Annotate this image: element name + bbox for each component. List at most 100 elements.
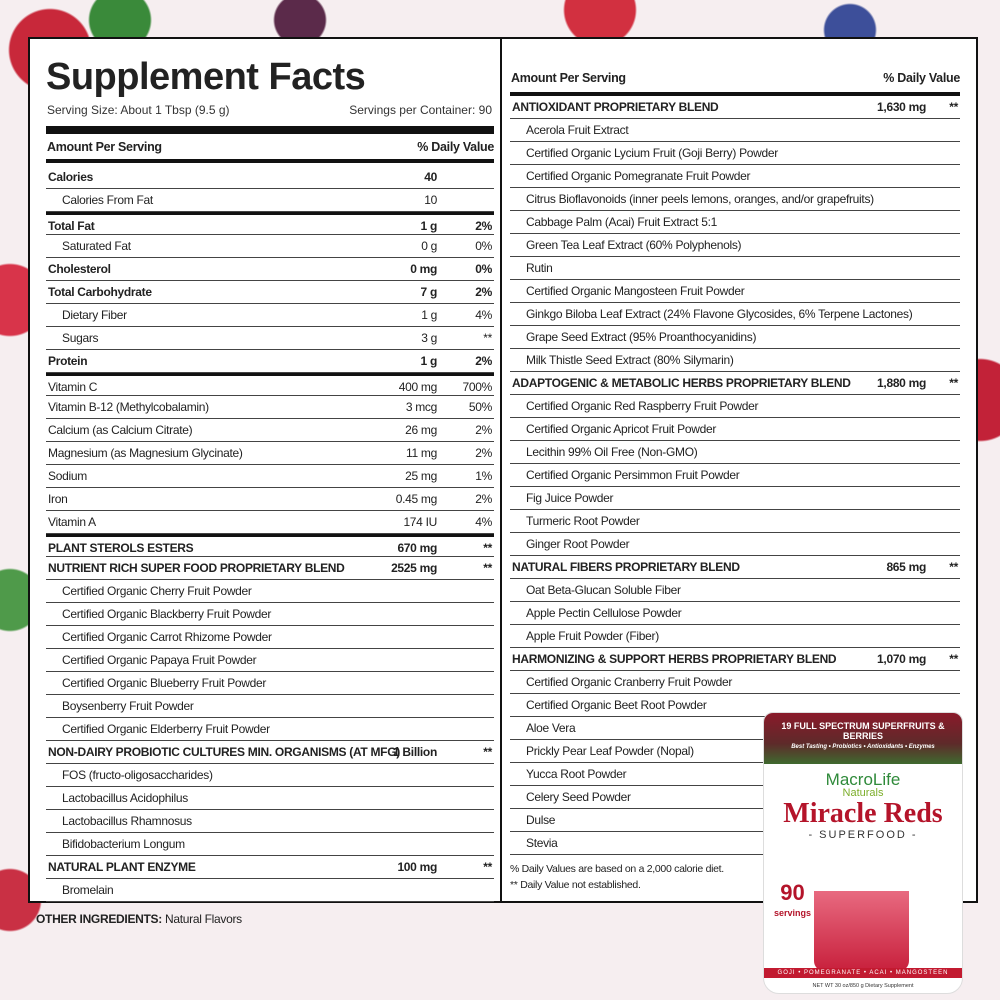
nutrient-name: Cholesterol	[48, 262, 111, 276]
table-row: Turmeric Root Powder	[510, 510, 960, 533]
table-row: Certified Organic Persimmon Fruit Powder	[510, 464, 960, 487]
servings-label: servings	[774, 908, 812, 918]
table-row: Yucca Root Powder	[510, 763, 960, 786]
nutrient-name: Saturated Fat	[62, 239, 131, 253]
table-row: Certified Organic Mangosteen Fruit Powde…	[510, 280, 960, 303]
nutrient-name: Oat Beta-Glucan Soluble Fiber	[526, 583, 681, 597]
nutrient-amount: 7 g	[420, 285, 438, 299]
nutrient-name: NATURAL PLANT ENZYME	[48, 860, 196, 874]
table-row: Certified Organic Apricot Fruit Powder	[510, 418, 960, 441]
nutrient-name: Citrus Bioflavonoids (inner peels lemons…	[526, 192, 874, 206]
nutrient-name: Certified Organic Papaya Fruit Powder	[62, 653, 257, 667]
nutrient-name: Certified Organic Blackberry Fruit Powde…	[62, 607, 272, 621]
table-row: Bromelain	[46, 879, 494, 902]
nutrient-name: Bromelain	[62, 883, 114, 897]
table-row: Prickly Pear Leaf Powder (Nopal)	[510, 740, 960, 763]
rule	[46, 159, 494, 163]
table-row: Certified Organic Pomegranate Fruit Powd…	[510, 165, 960, 188]
nutrient-name: Calcium (as Calcium Citrate)	[48, 423, 193, 437]
nutrient-amount: 400 mg	[398, 380, 438, 394]
nutrient-name: Total Fat	[48, 219, 95, 233]
footnote-not-established: ** Daily Value not established.	[510, 879, 641, 891]
nutrient-amount: 865 mg	[886, 560, 926, 574]
nutrient-name: Lactobacillus Acidophilus	[62, 791, 188, 805]
nutrient-name: Aloe Vera	[526, 721, 576, 735]
nutrient-name: Apple Pectin Cellulose Powder	[526, 606, 682, 620]
table-row: ADAPTOGENIC & METABOLIC HERBS PROPRIETAR…	[510, 372, 960, 395]
table-row: FOS (fructo-oligosaccharides)	[46, 764, 494, 787]
table-row: Ginger Root Powder	[510, 533, 960, 556]
thick-rule	[46, 126, 494, 134]
nutrient-name: PLANT STEROLS ESTERS	[48, 541, 194, 555]
nutrient-name: Acerola Fruit Extract	[526, 123, 629, 137]
table-row: Fig Juice Powder	[510, 487, 960, 510]
table-row: Protein 1 g 2%	[46, 350, 494, 373]
column-divider	[500, 37, 502, 903]
nutrient-name: NON-DAIRY PROBIOTIC CULTURES MIN. ORGANI…	[48, 745, 400, 759]
nutrient-amount: 2525 mg	[391, 561, 437, 575]
table-row: Vitamin A 174 IU 4%	[46, 511, 494, 534]
daily-value: 4%	[475, 308, 492, 322]
nutrient-amount: 0 g	[421, 239, 437, 253]
nutrient-name: Total Carbohydrate	[48, 285, 152, 299]
nutrient-amount: 174 IU	[403, 515, 437, 529]
nutrient-name: Stevia	[526, 836, 558, 850]
nutrient-name: Certified Organic Apricot Fruit Powder	[526, 422, 717, 436]
nutrient-name: Yucca Root Powder	[526, 767, 627, 781]
nutrient-name: FOS (fructo-oligosaccharides)	[62, 768, 213, 782]
right-nutrient-table: ANTIOXIDANT PROPRIETARY BLEND 1,630 mg ** A…	[510, 96, 960, 855]
brand-logo: MacroLife	[825, 770, 901, 789]
table-row: Lecithin 99% Oil Free (Non-GMO)	[510, 441, 960, 464]
nutrient-name: Certified Organic Red Raspberry Fruit Po…	[526, 399, 759, 413]
table-row: Certified Organic Papaya Fruit Powder	[46, 649, 494, 672]
table-row: Grape Seed Extract (95% Proanthocyanidin…	[510, 326, 960, 349]
product-name: Miracle Reds	[783, 798, 943, 829]
nutrient-name: Cabbage Palm (Acai) Fruit Extract 5:1	[526, 215, 717, 229]
daily-value: 2%	[475, 219, 492, 233]
daily-value: 2%	[475, 423, 492, 437]
nutrient-name: HARMONIZING & SUPPORT HERBS PROPRIETARY …	[512, 652, 837, 666]
nutrient-amount: 0.45 mg	[395, 492, 438, 506]
jar-tagline: Best Tasting • Probiotics • Antioxidants…	[791, 744, 935, 750]
table-row: Cabbage Palm (Acai) Fruit Extract 5:1	[510, 211, 960, 234]
table-row: Certified Organic Lycium Fruit (Goji Ber…	[510, 142, 960, 165]
table-row: Saturated Fat 0 g 0%	[46, 235, 494, 258]
fruit-band: GOJI • POMEGRANATE • ACAI • MANGOSTEEN	[764, 968, 962, 978]
nutrient-amount: 10	[424, 193, 437, 207]
nutrient-name: Iron	[48, 492, 68, 506]
daily-value: 2%	[475, 285, 492, 299]
table-row: NON-DAIRY PROBIOTIC CULTURES MIN. ORGANI…	[46, 741, 494, 764]
daily-value: 50%	[468, 400, 492, 414]
table-row: Certified Organic Elderberry Fruit Powde…	[46, 718, 494, 741]
footnote-daily-values: % Daily Values are based on a 2,000 calo…	[510, 863, 724, 875]
nutrient-amount: 1,630 mg	[877, 100, 926, 114]
nutrient-name: Boysenberry Fruit Powder	[62, 699, 194, 713]
nutrient-name: Calories	[48, 170, 93, 184]
nutrient-amount: 26 mg	[405, 423, 437, 437]
table-row: Certified Organic Beet Root Powder	[510, 694, 960, 717]
table-row: Sugars 3 g **	[46, 327, 494, 350]
table-row: ANTIOXIDANT PROPRIETARY BLEND 1,630 mg **	[510, 96, 960, 119]
table-row: Calories 40	[46, 166, 494, 189]
nutrient-name: Certified Organic Pomegranate Fruit Powd…	[526, 169, 751, 183]
table-row: Milk Thistle Seed Extract (80% Silymarin…	[510, 349, 960, 372]
daily-value: 2%	[475, 446, 492, 460]
left-dv-header: % Daily Value	[417, 140, 494, 154]
product-sub: - SUPERFOOD -	[808, 829, 918, 841]
nutrient-amount: 40	[424, 170, 437, 184]
table-row: Total Fat 1 g 2%	[46, 212, 494, 235]
table-row: Vitamin C 400 mg 700%	[46, 373, 494, 396]
rule	[510, 92, 960, 96]
right-amount-header: Amount Per Serving	[511, 71, 626, 85]
table-row: Sodium 25 mg 1%	[46, 465, 494, 488]
daily-value: 0%	[475, 239, 492, 253]
table-row: Lactobacillus Acidophilus	[46, 787, 494, 810]
nutrient-name: Bifidobacterium Longum	[62, 837, 185, 851]
nutrient-amount: 1 g	[420, 354, 438, 368]
table-row: Boysenberry Fruit Powder	[46, 695, 494, 718]
nutrient-name: Sugars	[62, 331, 99, 345]
nutrient-amount: 1 Billion	[393, 745, 437, 759]
nutrient-name: Sodium	[48, 469, 87, 483]
nutrient-name: Vitamin C	[48, 380, 98, 394]
nutrient-name: Green Tea Leaf Extract (60% Polyphenols)	[526, 238, 742, 252]
